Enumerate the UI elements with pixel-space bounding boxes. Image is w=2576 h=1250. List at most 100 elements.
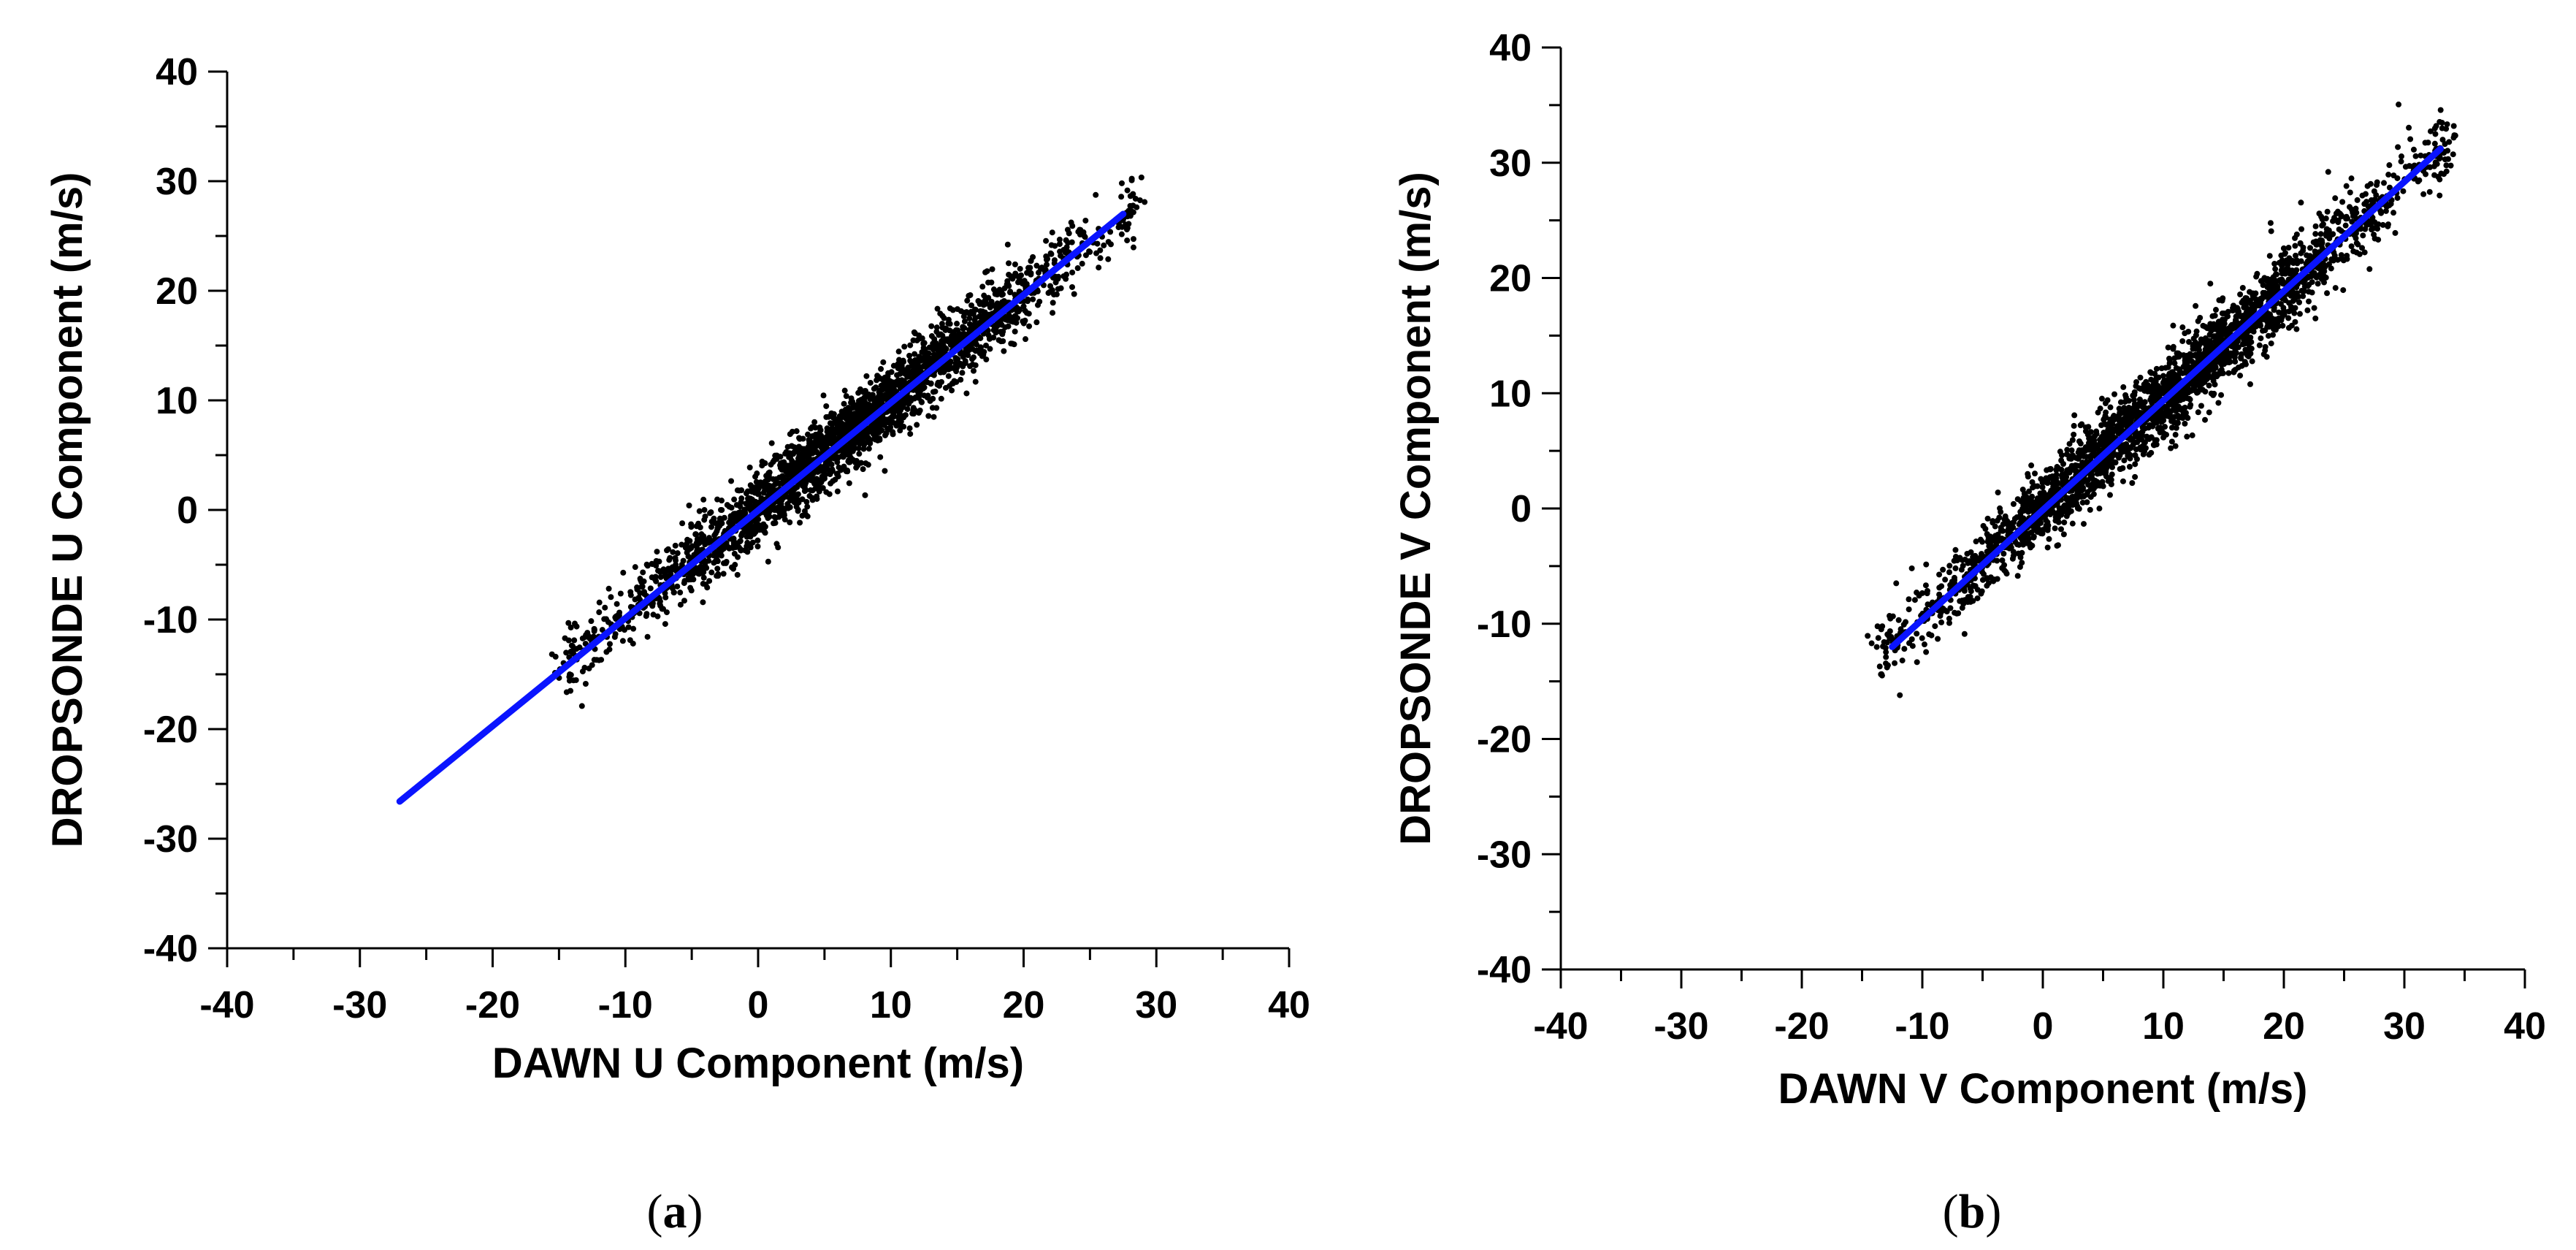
data-point: [947, 305, 953, 312]
data-point: [591, 625, 597, 632]
data-point: [2152, 370, 2158, 377]
data-point: [603, 616, 609, 622]
data-point: [2064, 446, 2071, 453]
data-point: [2293, 252, 2299, 259]
data-point: [730, 545, 736, 552]
data-point: [2148, 376, 2155, 383]
data-point: [606, 646, 613, 652]
data-point: [895, 348, 902, 355]
data-point: [952, 354, 959, 361]
data-point: [2353, 240, 2360, 246]
data-point: [2010, 552, 2017, 559]
data-point: [1012, 261, 1018, 267]
data-point: [804, 460, 811, 467]
data-point: [977, 344, 984, 351]
data-point: [819, 484, 826, 491]
data-point: [816, 430, 822, 437]
panel-caption-a: (a): [647, 1185, 703, 1238]
data-point: [608, 594, 614, 601]
data-point: [2166, 360, 2173, 367]
data-point: [872, 432, 879, 438]
data-point: [2230, 305, 2236, 311]
data-point: [901, 369, 908, 376]
data-point: [930, 358, 936, 365]
data-point: [841, 400, 847, 407]
data-point: [1946, 563, 1953, 569]
data-point: [1899, 658, 1906, 664]
data-point: [1019, 280, 1025, 286]
data-point: [776, 514, 782, 520]
data-point: [2044, 544, 2051, 551]
data-point: [1036, 298, 1043, 305]
data-point: [2168, 445, 2174, 451]
data-point: [563, 649, 570, 656]
data-point: [2293, 267, 2300, 273]
data-point: [1887, 613, 1893, 620]
data-point: [643, 561, 650, 568]
data-point: [2307, 273, 2314, 280]
data-point: [770, 506, 776, 513]
data-point: [832, 476, 838, 483]
data-point: [1082, 217, 1089, 224]
data-point: [708, 524, 714, 530]
data-point: [591, 657, 597, 663]
data-point: [825, 414, 832, 420]
data-point: [2137, 400, 2144, 406]
data-point: [1125, 207, 1132, 214]
data-point: [1961, 630, 1968, 637]
data-point: [1984, 515, 1991, 522]
data-point: [907, 430, 914, 437]
data-point: [2096, 506, 2103, 512]
data-point: [747, 482, 754, 489]
data-point: [961, 318, 968, 324]
data-point: [2025, 470, 2031, 477]
data-point: [655, 568, 662, 574]
data-point: [685, 576, 692, 583]
data-point: [2366, 266, 2373, 273]
data-point: [1911, 597, 1918, 603]
data-point: [1873, 644, 1880, 650]
data-point: [822, 435, 828, 441]
data-point: [812, 424, 819, 431]
data-point: [917, 407, 923, 414]
data-point: [1883, 649, 1889, 655]
data-point: [947, 358, 954, 365]
data-point: [2444, 121, 2450, 128]
data-point: [2231, 354, 2238, 361]
data-point: [898, 383, 905, 389]
data-point: [2184, 433, 2190, 440]
data-point: [1906, 606, 1912, 613]
data-point: [2392, 229, 2399, 236]
data-point: [653, 563, 660, 569]
data-point: [2133, 446, 2139, 453]
data-point: [1938, 619, 1945, 625]
y-tick-label: 0: [177, 489, 198, 532]
data-point: [1938, 583, 1945, 590]
data-point: [2125, 453, 2131, 460]
data-point: [873, 384, 879, 391]
data-point: [959, 370, 966, 376]
data-point: [1868, 640, 1875, 647]
data-point: [2189, 358, 2195, 365]
data-point: [2319, 245, 2325, 251]
data-point: [768, 483, 775, 489]
data-point: [688, 524, 695, 530]
data-point: [2333, 217, 2339, 224]
data-point: [762, 460, 768, 467]
data-point: [1921, 641, 1927, 648]
data-point: [945, 320, 952, 327]
data-point: [679, 561, 685, 568]
data-point: [686, 502, 692, 508]
data-point: [2052, 517, 2059, 524]
data-point: [1994, 517, 2000, 524]
data-point: [2153, 437, 2160, 443]
data-point: [972, 378, 979, 385]
data-point: [2311, 270, 2317, 276]
y-tick-label: 40: [156, 51, 198, 94]
data-point: [2358, 226, 2364, 232]
data-point: [933, 324, 940, 331]
data-point: [1033, 319, 1040, 326]
data-point: [875, 373, 882, 380]
data-point: [2132, 461, 2139, 468]
data-point: [2130, 441, 2136, 448]
